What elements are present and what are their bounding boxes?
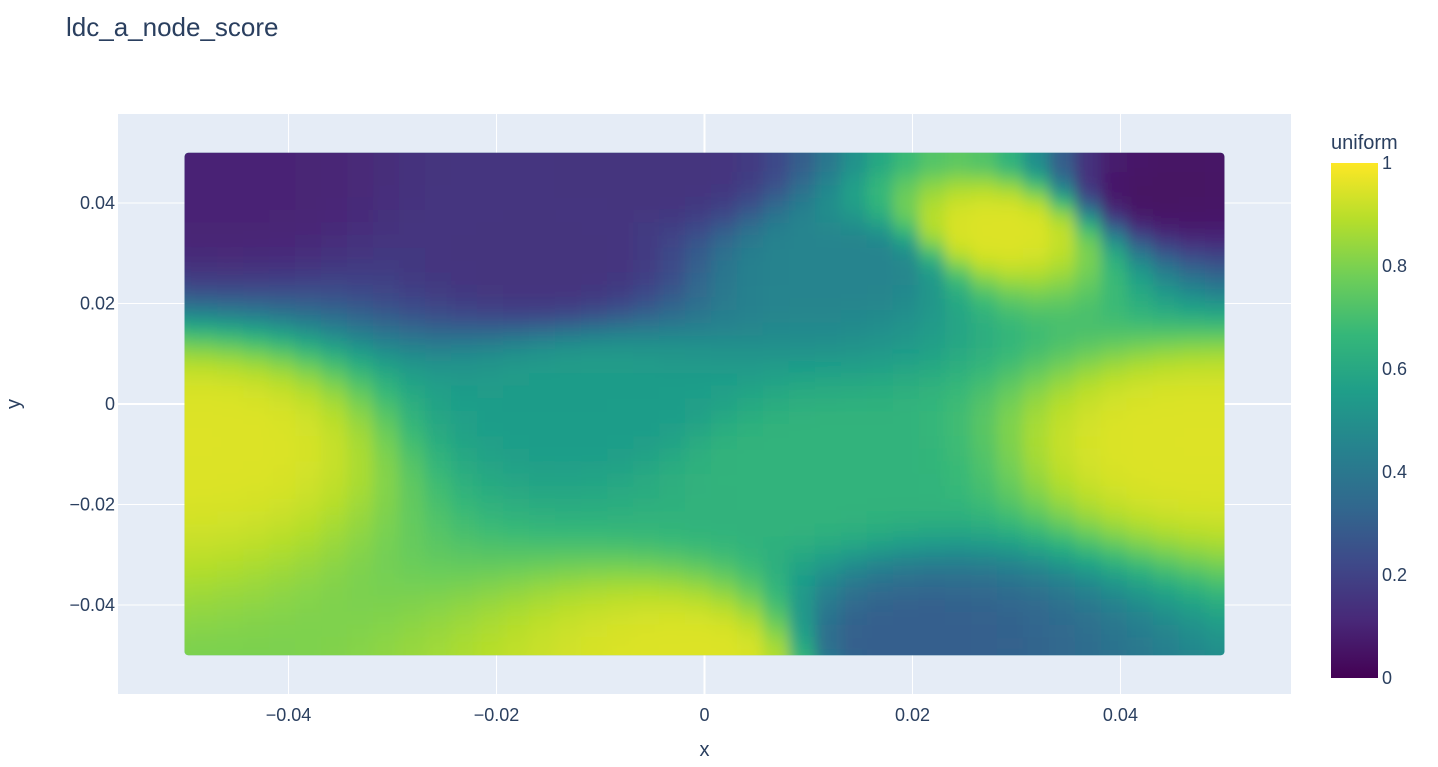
colorbar-tick-label: 0.8 xyxy=(1382,256,1407,276)
colorbar-tick-label: 0.6 xyxy=(1382,359,1407,379)
y-axis-title: y xyxy=(3,399,25,409)
x-tick-label: 0.02 xyxy=(895,705,930,725)
x-axis-ticks: −0.04 −0.02 0 0.02 0.04 xyxy=(266,705,1138,725)
y-tick-label: −0.02 xyxy=(69,495,115,515)
colorbar-tick-label: 0.2 xyxy=(1382,565,1407,585)
y-axis-ticks: 0.04 0.02 0 −0.02 −0.04 xyxy=(69,193,115,615)
x-tick-label: 0 xyxy=(699,705,709,725)
colorbar-tick-label: 0 xyxy=(1382,668,1392,688)
colorbar-tick-label: 1 xyxy=(1382,153,1392,173)
x-tick-label: 0.04 xyxy=(1103,705,1138,725)
x-tick-label: −0.04 xyxy=(266,705,312,725)
x-tick-label: −0.02 xyxy=(474,705,520,725)
y-tick-label: 0.04 xyxy=(80,193,115,213)
colorbar-tick-label: 0.4 xyxy=(1382,462,1407,482)
y-tick-label: −0.04 xyxy=(69,595,115,615)
y-tick-label: 0.02 xyxy=(80,293,115,313)
colorbar-ticks: 1 0.8 0.6 0.4 0.2 0 xyxy=(1382,153,1407,688)
colorbar-title: uniform xyxy=(1331,132,1398,154)
y-tick-label: 0 xyxy=(105,394,115,414)
score-field xyxy=(165,133,1244,675)
colorbar xyxy=(1331,163,1378,678)
x-axis-title: x xyxy=(700,739,710,761)
chart-title: ldc_a_node_score xyxy=(66,12,279,42)
